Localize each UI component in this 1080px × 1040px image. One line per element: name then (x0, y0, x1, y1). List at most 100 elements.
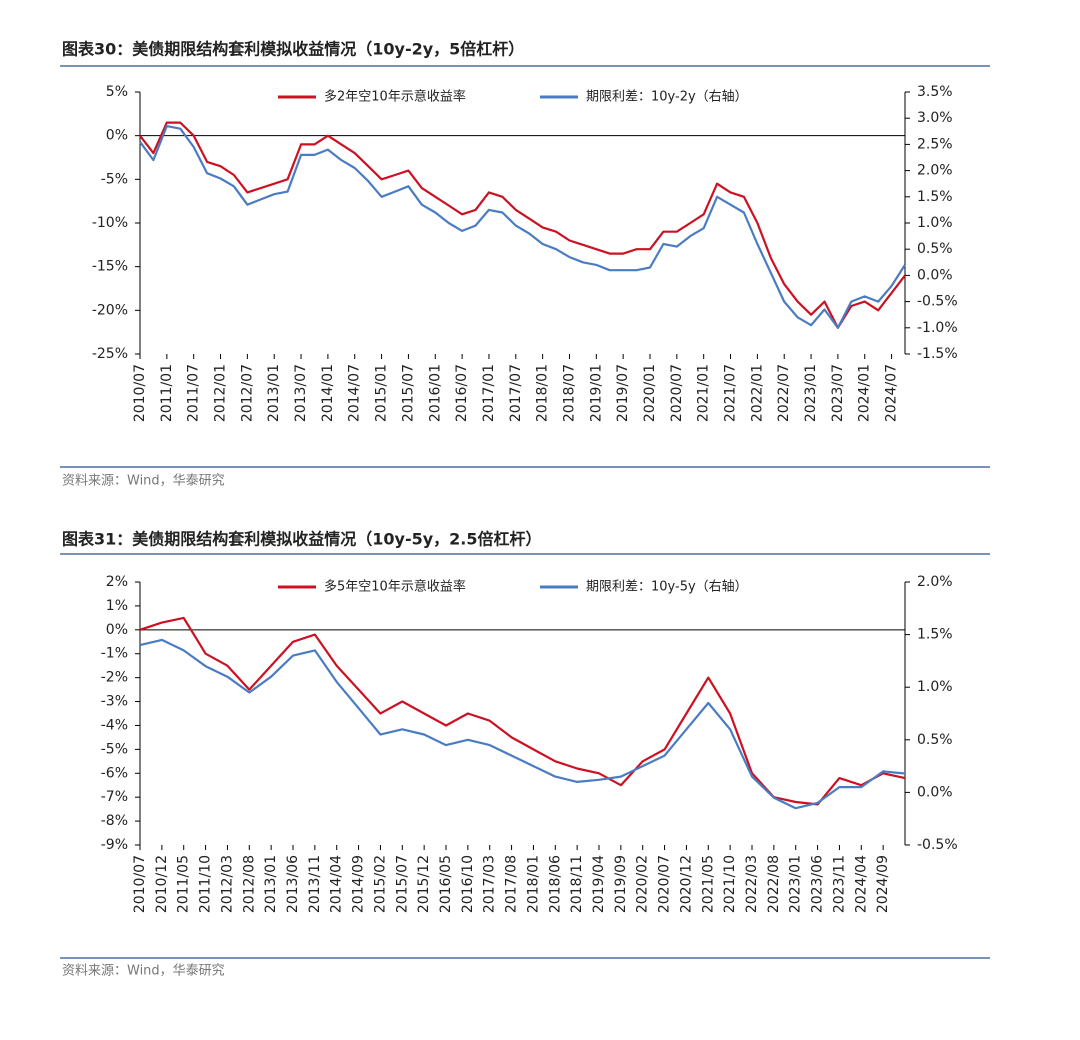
y-tick-label: 5% (106, 84, 128, 100)
series-line (139, 125, 906, 329)
x-tick-label: 2019/07 (615, 364, 631, 422)
y-tick-label: -20% (92, 302, 128, 318)
y2-tick-label: 2.0% (917, 163, 953, 179)
y2-tick-label: 1.0% (917, 679, 953, 695)
y2-tick-label: 0.5% (917, 241, 953, 257)
x-tick-label: 2018/06 (547, 855, 563, 913)
x-tick-label: 2022/01 (749, 364, 765, 422)
x-tick-label: 2023/01 (803, 364, 819, 422)
x-tick-label: 2014/09 (351, 855, 367, 913)
x-tick-label: 2015/02 (372, 855, 388, 913)
y-tick-label: -8% (101, 813, 128, 829)
x-tick-label: 2015/12 (416, 855, 432, 913)
source: 资料来源：Wind，华泰研究 (62, 474, 225, 489)
x-tick-label: 2021/07 (723, 364, 739, 422)
legend-label: 期限利差：10y-2y（右轴） (586, 90, 748, 105)
y-tick-label: -4% (101, 717, 128, 733)
x-tick-label: 2017/07 (508, 364, 524, 422)
x-tick-label: 2014/04 (329, 855, 345, 913)
y-tick-label: -25% (92, 346, 128, 362)
x-tick-label: 2020/02 (635, 855, 651, 913)
x-tick-label: 2012/07 (239, 364, 255, 422)
x-tick-label: 2011/05 (176, 855, 192, 913)
x-tick-label: 2012/03 (219, 855, 235, 913)
y-tick-label: -15% (92, 259, 128, 275)
x-tick-label: 2014/01 (320, 364, 336, 422)
y2-tick-label: 3.5% (917, 84, 953, 100)
x-tick-label: 2015/07 (400, 364, 416, 422)
x-tick-label: 2011/01 (159, 364, 175, 422)
x-tick-label: 2014/07 (347, 364, 363, 422)
x-tick-label: 2021/01 (696, 364, 712, 422)
x-tick-label: 2016/01 (427, 364, 443, 422)
x-tick-label: 2020/07 (669, 364, 685, 422)
y2-tick-label: 1.5% (917, 189, 953, 205)
x-tick-label: 2016/05 (438, 855, 454, 913)
x-tick-label: 2020/07 (657, 855, 673, 913)
x-tick-label: 2020/12 (678, 855, 694, 913)
x-tick-label: 2012/01 (213, 364, 229, 422)
y-tick-label: 2% (106, 574, 128, 590)
x-tick-label: 2020/01 (642, 364, 658, 422)
y2-tick-label: -0.5% (917, 294, 958, 310)
x-tick-label: 2021/05 (700, 855, 716, 913)
x-tick-label: 2018/01 (535, 364, 551, 422)
x-tick-label: 2017/01 (481, 364, 497, 422)
y2-tick-label: 2.5% (917, 136, 953, 152)
x-tick-label: 2016/10 (460, 855, 476, 913)
y-tick-label: -7% (101, 789, 128, 805)
y2-tick-label: -0.5% (917, 837, 958, 853)
x-tick-label: 2018/07 (561, 364, 577, 422)
figure-title: 图表30：美债期限结构套利模拟收益情况（10y-2y，5倍杠杆） (62, 40, 524, 59)
x-tick-label: 2023/11 (831, 855, 847, 913)
y-tick-label: -2% (101, 670, 128, 686)
y2-tick-label: -1.5% (917, 346, 958, 362)
x-tick-label: 2016/07 (454, 364, 470, 422)
x-tick-label: 2018/01 (525, 855, 541, 913)
x-tick-label: 2019/01 (588, 364, 604, 422)
y2-tick-label: 0.0% (917, 267, 953, 283)
y2-tick-label: 1.0% (917, 215, 953, 231)
y2-tick-label: 2.0% (917, 574, 953, 590)
x-tick-label: 2019/04 (591, 855, 607, 913)
x-tick-label: 2024/09 (875, 855, 891, 913)
series-line (139, 121, 906, 329)
x-tick-label: 2022/03 (744, 855, 760, 913)
y-tick-label: -9% (101, 837, 128, 853)
x-tick-label: 2010/07 (132, 855, 148, 913)
x-tick-label: 2013/07 (293, 364, 309, 422)
x-tick-label: 2013/06 (285, 855, 301, 913)
y2-tick-label: 1.5% (917, 627, 953, 643)
x-tick-label: 2023/06 (810, 855, 826, 913)
series-line (139, 616, 906, 806)
y-tick-label: -1% (101, 646, 128, 662)
x-tick-label: 2024/04 (853, 855, 869, 913)
x-tick-label: 2012/08 (241, 855, 257, 913)
y-tick-label: 0% (106, 128, 128, 144)
y-tick-label: 1% (106, 598, 128, 614)
x-tick-label: 2022/07 (776, 364, 792, 422)
x-tick-label: 2018/11 (569, 855, 585, 913)
y2-tick-label: 0.0% (917, 784, 953, 800)
y-tick-label: -3% (101, 694, 128, 710)
x-tick-label: 2023/01 (788, 855, 804, 913)
x-tick-label: 2015/07 (394, 855, 410, 913)
x-tick-label: 2013/01 (266, 364, 282, 422)
x-tick-label: 2024/01 (857, 364, 873, 422)
x-tick-label: 2023/07 (830, 364, 846, 422)
x-tick-label: 2010/07 (132, 364, 148, 422)
x-tick-label: 2022/08 (766, 855, 782, 913)
x-tick-label: 2019/09 (613, 855, 629, 913)
figure-title: 图表31：美债期限结构套利模拟收益情况（10y-5y，2.5倍杠杆） (62, 530, 542, 549)
y-tick-label: 0% (106, 622, 128, 638)
y2-tick-label: -1.0% (917, 320, 958, 336)
x-tick-label: 2015/01 (374, 364, 390, 422)
series-line (139, 638, 906, 810)
legend-label: 期限利差：10y-5y（右轴） (586, 580, 748, 595)
y-tick-label: -5% (101, 741, 128, 757)
legend-label: 多2年空10年示意收益率 (324, 89, 466, 105)
x-tick-label: 2017/03 (482, 855, 498, 913)
x-tick-label: 2011/10 (198, 855, 214, 913)
y2-tick-label: 0.5% (917, 732, 953, 748)
